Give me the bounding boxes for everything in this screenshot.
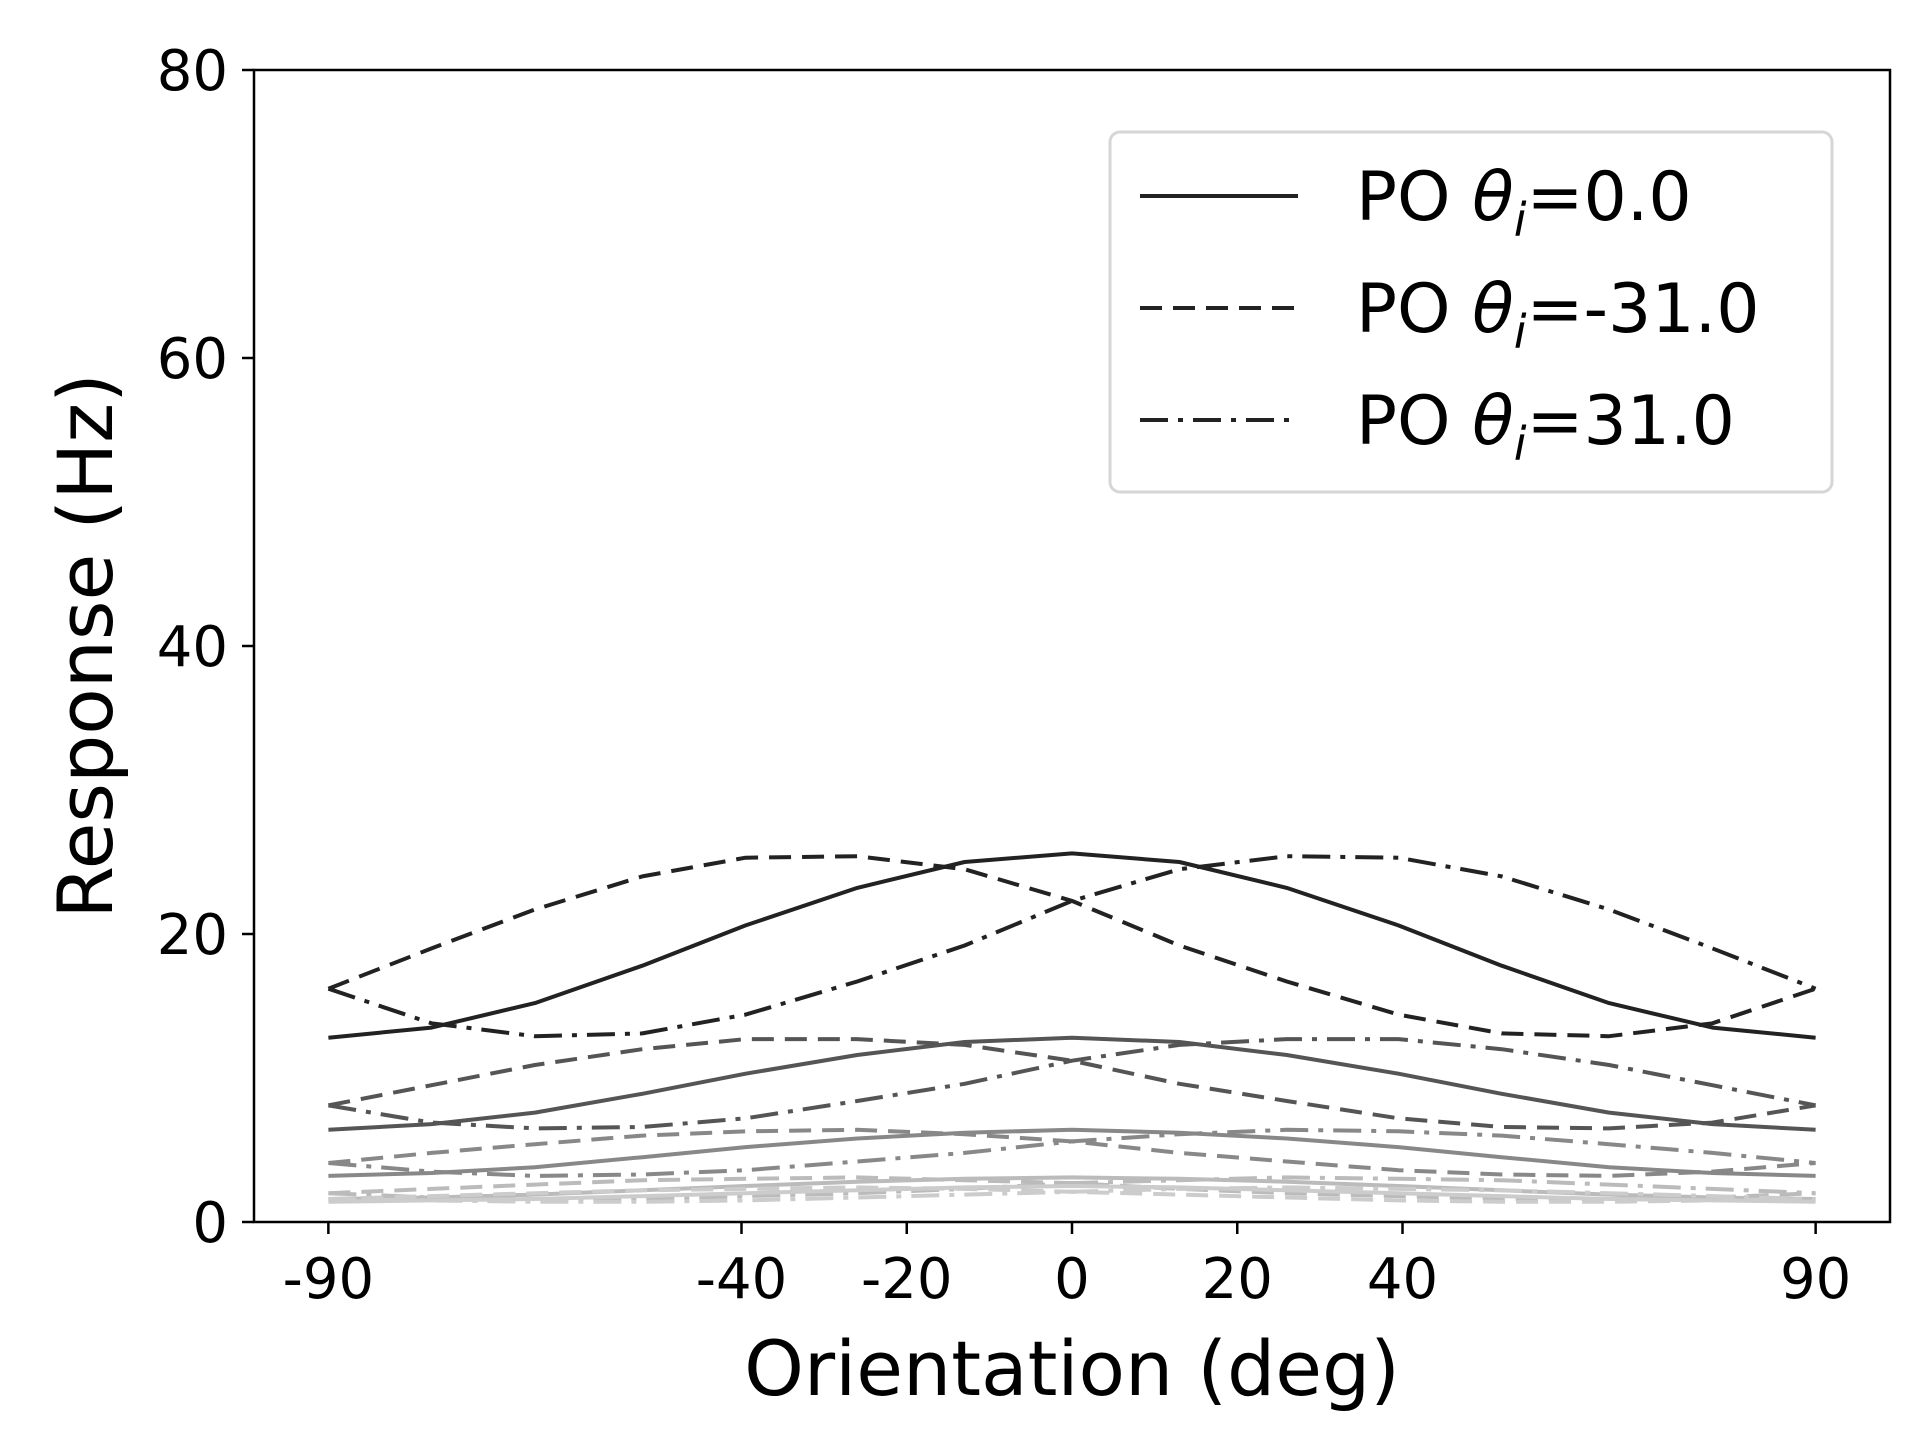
x-axis-title: Orientation (deg) (744, 1324, 1400, 1413)
y-tick-label: 60 (157, 327, 228, 392)
x-tick-label: 40 (1367, 1247, 1438, 1312)
series-line-dashed-1 (328, 1037, 1816, 1131)
legend-label: PO θi=0.0 (1356, 158, 1692, 247)
legend-label: PO θi=-31.0 (1356, 270, 1759, 359)
series-line-dashdot-1 (328, 1037, 1816, 1131)
y-tick-label: 80 (157, 39, 228, 104)
series-line-dashdot-4 (328, 1185, 1816, 1204)
series-line-solid-1 (328, 1035, 1816, 1132)
series-line-dashdot-3 (328, 1175, 1816, 1201)
series-line-dashdot-0 (327, 854, 1817, 1039)
x-tick-label: 0 (1054, 1247, 1090, 1312)
x-tick-label: -20 (861, 1247, 952, 1312)
series-line-solid-0 (328, 851, 1816, 1040)
x-tick-label: 20 (1202, 1247, 1273, 1312)
y-tick-label: 20 (157, 903, 228, 968)
legend-box (1108, 130, 1834, 494)
series-line-dashed-0 (327, 854, 1817, 1039)
x-tick-label: 90 (1780, 1247, 1851, 1312)
plot-lines (327, 851, 1817, 1204)
series-line-solid-4 (328, 1184, 1816, 1204)
y-axis-title: Response (Hz) (41, 373, 130, 919)
legend-label: PO θi=31.0 (1356, 382, 1735, 471)
x-axis: -90 -40 -20 0 20 40 90 (283, 1222, 1851, 1312)
series-line-solid-2 (328, 1127, 1816, 1178)
series-line-dashdot-2 (328, 1127, 1816, 1178)
x-tick-label: -40 (696, 1247, 787, 1312)
y-axis: 0 20 40 60 80 (157, 39, 254, 1256)
y-tick-label: 0 (192, 1191, 228, 1256)
x-tick-label: -90 (283, 1247, 374, 1312)
y-tick-label: 40 (157, 615, 228, 680)
legend: PO θi=0.0 PO θi=-31.0 PO θi=31.0 (1108, 130, 1834, 494)
